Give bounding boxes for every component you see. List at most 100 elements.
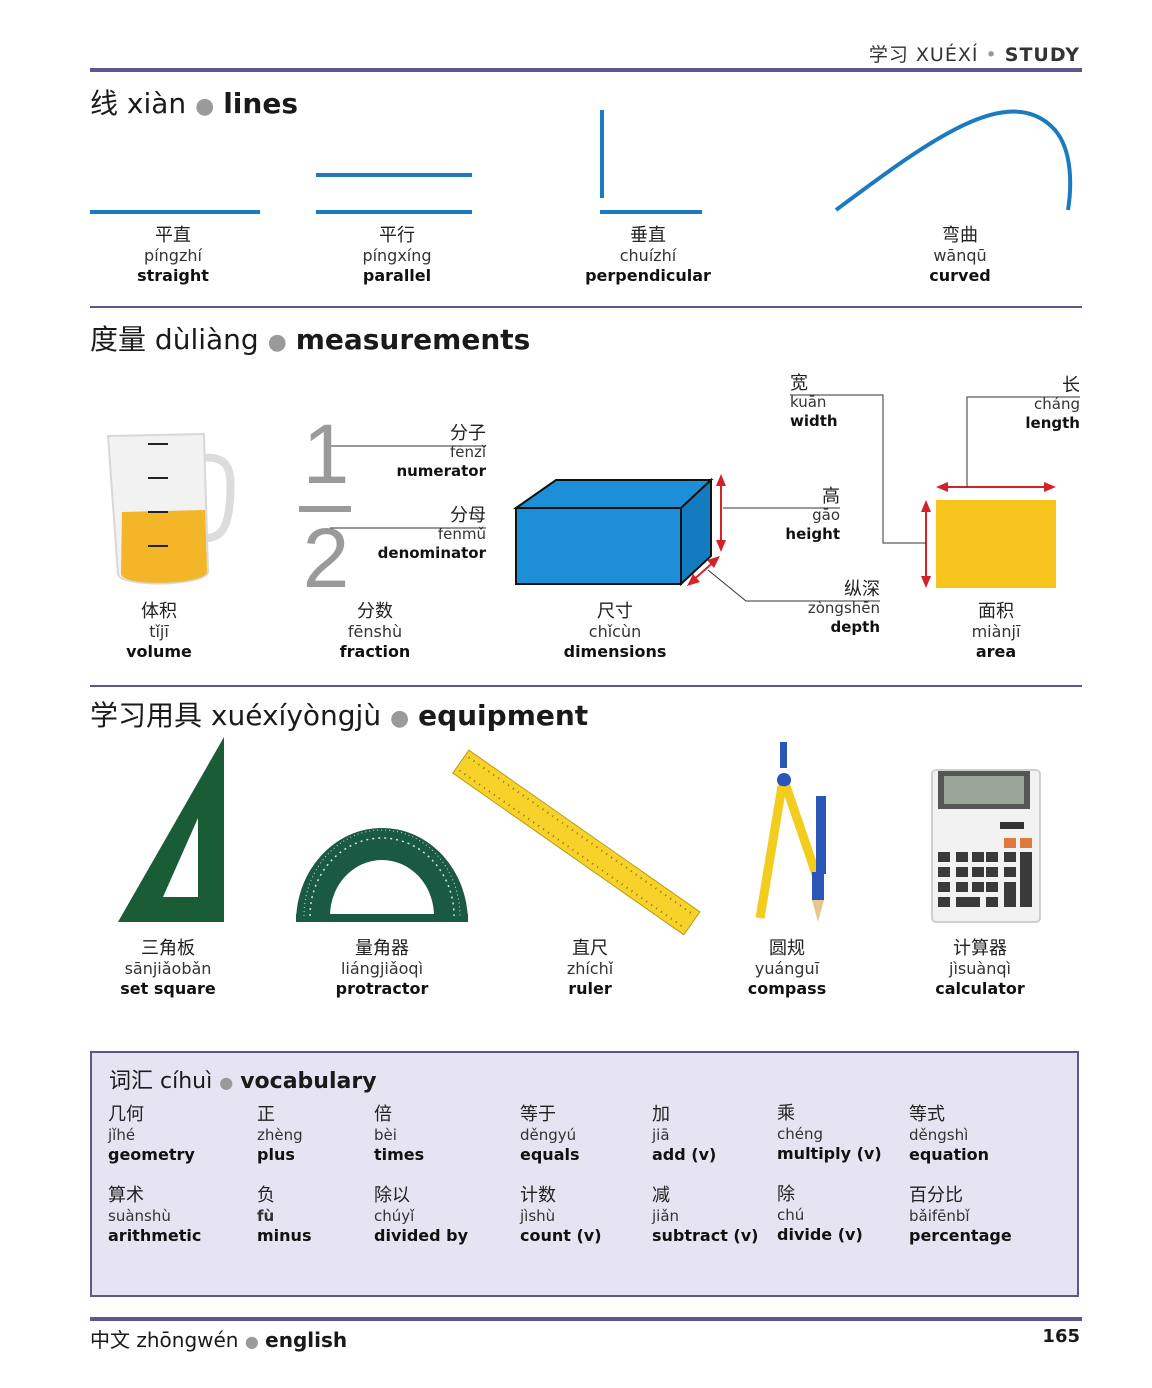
section-title-bullet: ● <box>195 94 215 119</box>
term-en: volume <box>126 642 192 661</box>
label-zh: 纵深 <box>844 579 880 600</box>
term-parallel: 平行 píngxíng parallel <box>347 226 447 286</box>
term-dimensions: 尺寸 chǐcùn dimensions <box>555 602 675 662</box>
vocab-item-geometry: 几何 jǐhé geometry <box>108 1105 195 1165</box>
term-zh: 尺寸 <box>597 601 633 622</box>
vocabulary-box: 词汇 cíhuì ● vocabulary 几何 jǐhé geometry 正… <box>90 1051 1079 1297</box>
vocab-zh: 乘 <box>777 1103 795 1124</box>
label-zh: 高 <box>822 486 840 507</box>
vocab-item-add: 加 jiā add (v) <box>652 1105 716 1165</box>
vocab-pinyin: jǐhé <box>108 1126 136 1144</box>
vocab-zh: 等式 <box>909 1104 945 1125</box>
term-protractor: 量角器 liángjiǎoqì protractor <box>322 939 442 999</box>
term-perpendicular: 垂直 chuízhí perpendicular <box>578 226 718 286</box>
vocab-en: percentage <box>909 1226 1012 1245</box>
term-zh: 平直 <box>155 225 191 246</box>
vocab-pinyin: fù <box>257 1207 275 1225</box>
label-zh: 长 <box>1062 375 1080 396</box>
vocab-item-percentage: 百分比 bǎifēnbǐ percentage <box>909 1186 1012 1246</box>
measurements-illustrations <box>106 394 1080 602</box>
fraction-denominator: 2 <box>302 511 350 605</box>
vocab-pinyin: chú <box>777 1206 805 1224</box>
term-en: area <box>975 642 1017 661</box>
term-zh: 计算器 <box>953 938 1007 959</box>
label-depth: 纵深 zòngshēn depth <box>790 580 880 637</box>
vocab-zh: 除以 <box>374 1185 410 1206</box>
section-title-zh: 度量 <box>90 323 147 356</box>
term-pinyin: yuánguī <box>754 959 820 978</box>
vocab-zh: 倍 <box>374 1104 392 1125</box>
vocab-item-arithmetic: 算术 suànshù arithmetic <box>108 1186 201 1246</box>
term-zh: 量角器 <box>355 938 409 959</box>
page-number: 165 <box>1042 1326 1080 1347</box>
term-en: parallel <box>362 266 432 285</box>
label-denominator: 分母 fēnmǔ denominator <box>366 506 486 563</box>
header-pinyin: XUÉXÍ <box>915 44 979 66</box>
header-separator: • <box>985 44 998 66</box>
vocab-en: subtract (v) <box>652 1226 759 1245</box>
term-pinyin: píngzhí <box>144 246 202 265</box>
term-pinyin: miànjī <box>971 622 1021 641</box>
vocab-en: arithmetic <box>108 1226 202 1245</box>
set-square-image <box>118 737 224 922</box>
section-title-bullet: ● <box>267 330 287 355</box>
term-pinyin: chǐcùn <box>588 622 642 641</box>
vocab-title-bullet: ● <box>219 1073 234 1092</box>
term-en: protractor <box>335 979 429 998</box>
term-en: curved <box>929 266 991 285</box>
vocab-zh: 等于 <box>520 1104 556 1125</box>
term-en: fraction <box>339 642 411 661</box>
term-pinyin: wānqū <box>933 246 987 265</box>
section-title-zh: 学习用具 <box>90 699 203 732</box>
footer-pinyin: zhōngwén <box>136 1328 239 1352</box>
term-ruler: 直尺 zhíchǐ ruler <box>540 939 640 999</box>
term-en: ruler <box>568 979 612 998</box>
vocab-en: equals <box>520 1145 580 1164</box>
section-title-pinyin: xiàn <box>126 87 187 120</box>
vocab-item-multiply: 乘 chéng multiply (v) <box>777 1104 882 1164</box>
term-set-square: 三角板 sānjiǎobǎn set square <box>108 939 228 999</box>
vocab-pinyin: jìshù <box>520 1207 556 1225</box>
term-en: compass <box>747 979 827 998</box>
vocab-pinyin: jiǎn <box>652 1207 680 1225</box>
dimensions-box-image <box>512 477 714 587</box>
label-en: denominator <box>377 544 486 562</box>
term-pinyin: píngxíng <box>362 246 432 265</box>
label-pinyin: zòngshēn <box>807 599 880 617</box>
label-en: length <box>1025 414 1080 432</box>
term-zh: 体积 <box>141 601 177 622</box>
vocab-en: times <box>374 1145 425 1164</box>
label-en: height <box>785 525 840 543</box>
label-length: 长 cháng length <box>990 376 1080 433</box>
term-en: dimensions <box>563 642 667 661</box>
label-width: 宽 kuān width <box>790 374 880 431</box>
fraction-bar <box>299 506 351 512</box>
label-height: 高 gāo height <box>760 487 840 544</box>
vocab-item-divided-by: 除以 chúyǐ divided by <box>374 1186 468 1246</box>
term-zh: 垂直 <box>630 225 666 246</box>
term-fraction: 分数 fēnshù fraction <box>325 602 425 662</box>
term-pinyin: chuízhí <box>619 246 677 265</box>
term-compass: 圆规 yuánguī compass <box>737 939 837 999</box>
label-zh: 分母 <box>450 505 486 526</box>
term-calculator: 计算器 jìsuànqì calculator <box>925 939 1035 999</box>
term-area: 面积 miànjī area <box>946 602 1046 662</box>
section-divider <box>90 685 1082 687</box>
label-pinyin: gāo <box>812 506 840 524</box>
vocab-en: divided by <box>374 1226 469 1245</box>
label-numerator: 分子 fēnzǐ numerator <box>386 424 486 481</box>
term-zh: 三角板 <box>141 938 195 959</box>
header-rule <box>90 68 1082 72</box>
vocab-en: geometry <box>108 1145 195 1164</box>
label-pinyin: fēnmǔ <box>437 525 486 543</box>
vocab-title-zh: 词汇 <box>109 1069 154 1094</box>
term-pinyin: sānjiǎobǎn <box>124 959 212 978</box>
footer-en: english <box>265 1328 348 1352</box>
measuring-jug-image <box>106 432 235 585</box>
vocab-title-en: vocabulary <box>240 1069 377 1094</box>
width-leader <box>790 394 926 544</box>
vocab-item-times: 倍 bèi times <box>374 1105 424 1165</box>
label-en: width <box>790 412 838 430</box>
vocab-title-pinyin: cíhuì <box>160 1069 213 1094</box>
section-title-en: measurements <box>295 323 531 356</box>
